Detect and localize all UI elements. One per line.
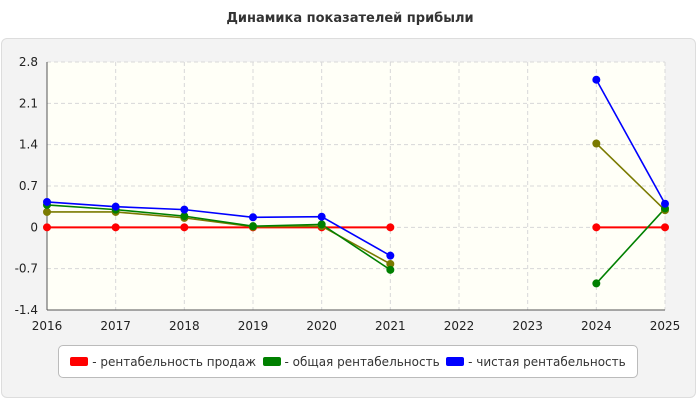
y-tick-label: 0.7	[19, 179, 38, 193]
x-tick-label: 2019	[238, 319, 269, 333]
legend-item-total-profitability[interactable]: - общая рентабельность	[262, 354, 440, 369]
y-tick-label: 1.4	[19, 138, 38, 152]
data-point	[111, 223, 120, 232]
legend-item-sales-profitability[interactable]: - рентабельность продаж	[70, 355, 256, 369]
series-line	[46, 204, 391, 271]
x-tick-label: 2020	[306, 319, 337, 333]
y-tick-label: -1.4	[15, 303, 38, 317]
data-point	[592, 279, 601, 288]
y-tick-label: 0	[30, 220, 38, 234]
data-point	[180, 205, 189, 214]
data-point	[592, 139, 601, 148]
series-line	[595, 79, 666, 205]
data-point	[43, 207, 51, 216]
x-tick-label: 2021	[375, 319, 406, 333]
data-point	[386, 251, 395, 260]
data-point	[249, 213, 257, 222]
data-point	[592, 75, 601, 84]
data-point	[180, 212, 189, 221]
data-point	[386, 265, 395, 274]
series-line	[46, 201, 391, 257]
legend-swatch-red	[70, 357, 89, 366]
y-tick-label: -0.7	[15, 262, 38, 276]
legend-item-net-profitability[interactable]: - чистая рентабельность	[446, 355, 626, 369]
x-tick-label: 2024	[581, 319, 612, 333]
legend-label: - рентабельность продаж	[92, 354, 257, 369]
legend-swatch-blue	[446, 357, 465, 366]
data-point	[386, 223, 395, 232]
legend-label: - чистая рентабельность	[468, 354, 626, 369]
x-tick-label: 2025	[650, 319, 681, 333]
x-tick-label: 2017	[100, 319, 131, 333]
data-point	[180, 223, 189, 232]
data-point	[317, 212, 326, 221]
data-point	[592, 223, 601, 232]
data-point	[661, 223, 669, 232]
x-tick-label: 2023	[512, 319, 543, 333]
series-line	[595, 142, 666, 211]
data-point	[111, 202, 120, 211]
series-line	[595, 207, 666, 284]
y-tick-label: 2.8	[19, 55, 38, 69]
chart-title: Динамика показателей прибыли	[226, 11, 474, 26]
y-tick-label: 2.1	[19, 96, 38, 110]
data-point	[43, 197, 51, 206]
legend-swatch-green	[262, 357, 281, 366]
data-point	[661, 199, 669, 208]
x-tick-label: 2022	[444, 319, 475, 333]
data-point	[317, 220, 326, 229]
x-tick-label: 2018	[169, 319, 200, 333]
data-point	[43, 223, 51, 232]
legend-label: - общая рентабельность	[284, 354, 440, 369]
data-point	[249, 222, 257, 231]
legend: - рентабельность продаж - общая рентабел…	[58, 345, 638, 378]
x-tick-label: 2016	[32, 319, 63, 333]
